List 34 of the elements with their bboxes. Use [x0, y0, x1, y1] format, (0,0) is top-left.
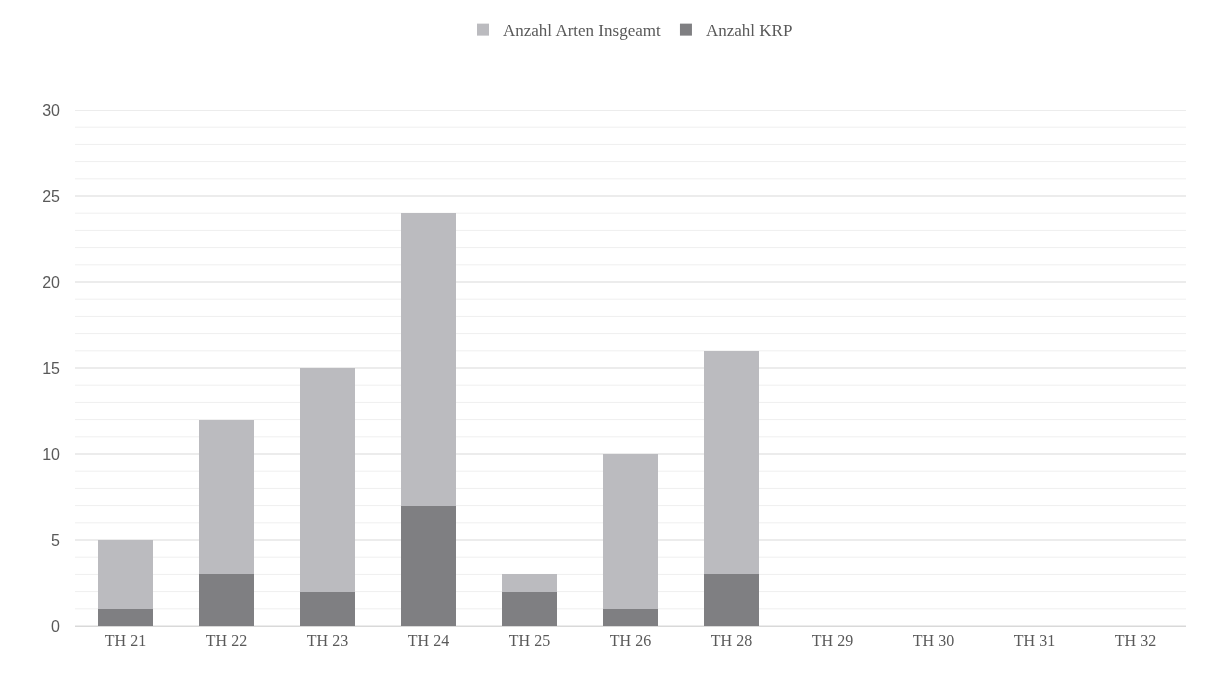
x-tick-label: TH 25 [508, 632, 551, 650]
y-tick-label: 15 [42, 359, 61, 377]
legend-label: Anzahl KRP [705, 21, 793, 41]
bar [198, 419, 255, 575]
y-tick-label: 30 [42, 101, 61, 119]
bar [299, 368, 356, 592]
y-tick-label: 25 [42, 187, 61, 205]
bar [198, 574, 255, 626]
x-tick-label: TH 30 [912, 632, 955, 650]
x-tick-label: TH 22 [205, 632, 248, 650]
bar [501, 591, 558, 626]
legend-label: Anzahl Arten Insgeamt [503, 21, 661, 41]
bar [602, 608, 659, 626]
x-tick-label: TH 29 [811, 632, 854, 650]
bar [97, 540, 154, 609]
bar [400, 505, 457, 626]
x-tick-label: TH 26 [609, 632, 652, 650]
bar [501, 574, 558, 592]
x-tick-label: TH 24 [407, 632, 450, 650]
y-tick-label: 0 [51, 617, 61, 635]
y-tick-label: 10 [42, 445, 61, 463]
bar [400, 213, 457, 506]
x-tick-label: TH 23 [306, 632, 349, 650]
x-tick-label: TH 31 [1013, 632, 1056, 650]
bar [703, 350, 760, 575]
bar [703, 574, 760, 626]
x-tick-label: TH 21 [104, 632, 147, 650]
x-tick-label: TH 32 [1114, 632, 1157, 650]
bar [97, 608, 154, 626]
y-tick-label: 20 [42, 273, 61, 291]
y-tick-label: 5 [51, 531, 61, 549]
bar [299, 591, 356, 626]
x-tick-label: TH 28 [710, 632, 753, 650]
bar [602, 454, 659, 609]
